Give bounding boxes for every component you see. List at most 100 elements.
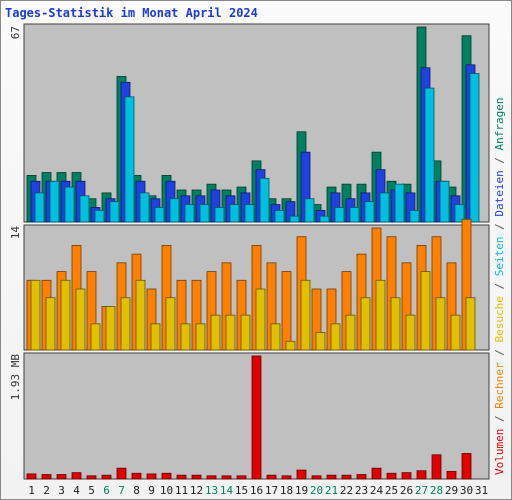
bar-volumen-day-20 — [311, 475, 322, 480]
day-label-1: 1 — [28, 484, 35, 497]
day-label-30: 30 — [460, 484, 473, 497]
bar-seiten-day-5 — [94, 209, 105, 223]
bar-besuche-day-15 — [240, 314, 251, 351]
day-label-21: 21 — [325, 484, 338, 497]
legend-part-3: / — [493, 343, 506, 363]
bar-besuche-day-8 — [135, 279, 146, 351]
legend-part-2: Rechner — [493, 362, 506, 409]
plot-area — [23, 23, 490, 480]
day-label-13: 13 — [205, 484, 218, 497]
y-max-labels: 67 14 1.93 MB — [9, 26, 22, 400]
day-label-11: 11 — [175, 484, 188, 497]
legend-part-5: / — [493, 276, 506, 296]
day-label-14: 14 — [220, 484, 234, 497]
day-label-18: 18 — [280, 484, 293, 497]
x-axis-day-labels: 1 2 3 4 5 6 7 8 9 10 11 12 13 14 15 16 17 18 19 20 21 22 23 24 2… — [28, 484, 488, 497]
bar-besuche-day-12 — [195, 323, 206, 351]
day-label-9: 9 — [148, 484, 155, 497]
bar-seiten-day-26 — [409, 209, 420, 223]
bar-besuche-day-2 — [45, 297, 56, 351]
bar-volumen-day-14 — [221, 475, 232, 480]
bar-besuche-day-21 — [330, 323, 341, 351]
bar-besuche-day-13 — [210, 314, 221, 351]
bar-seiten-day-25 — [394, 183, 405, 223]
bar-seiten-day-10 — [169, 198, 180, 223]
day-label-10: 10 — [160, 484, 173, 497]
bar-volumen-day-17 — [266, 474, 277, 480]
y-max-label-volume: 1.93 MB — [9, 354, 22, 401]
legend-part-6: Seiten — [493, 237, 506, 277]
bar-volumen-day-26 — [401, 472, 412, 480]
bar-besuche-day-20 — [315, 332, 326, 351]
bar-seiten-day-11 — [184, 204, 195, 223]
bar-volumen-day-29 — [446, 470, 457, 480]
day-label-28: 28 — [430, 484, 443, 497]
bar-seiten-day-8 — [139, 192, 150, 223]
bar-volumen-day-3 — [56, 474, 67, 480]
bar-seiten-day-27 — [424, 87, 435, 223]
bar-besuche-day-3 — [60, 279, 71, 351]
bar-besuche-day-6 — [105, 306, 116, 351]
legend-part-8: Dateien — [493, 170, 506, 216]
legend-vertical: Volumen / Rechner / Besuche / Seiten / D… — [493, 97, 506, 475]
day-label-2: 2 — [43, 484, 50, 497]
day-label-31: 31 — [475, 484, 488, 497]
bar-volumen-day-4 — [71, 472, 82, 480]
bar-besuche-day-29 — [450, 314, 461, 351]
bar-seiten-day-17 — [274, 209, 285, 223]
y-max-label-visits: 14 — [9, 226, 22, 240]
bar-besuche-day-28 — [435, 297, 446, 351]
bar-volumen-day-7 — [116, 467, 127, 480]
bar-seiten-day-22 — [349, 207, 360, 223]
bar-seiten-day-13 — [214, 207, 225, 223]
chart-title: Tages-Statistik im Monat April 2024 — [5, 6, 258, 20]
bar-volumen-day-12 — [191, 474, 202, 480]
bar-volumen-day-28 — [431, 454, 442, 480]
bar-seiten-day-4 — [79, 195, 90, 223]
bar-besuche-day-25 — [390, 297, 401, 351]
day-label-15: 15 — [235, 484, 248, 497]
bar-volumen-day-30 — [461, 453, 472, 480]
bar-volumen-day-22 — [341, 474, 352, 480]
bar-seiten-day-18 — [289, 215, 300, 223]
bar-seiten-day-3 — [64, 186, 75, 223]
bar-besuche-day-22 — [345, 314, 356, 351]
bar-volumen-day-1 — [26, 473, 37, 480]
day-label-19: 19 — [295, 484, 308, 497]
bar-volumen-day-19 — [296, 469, 307, 480]
bar-seiten-day-16 — [259, 177, 270, 223]
bar-besuche-day-18 — [285, 340, 296, 351]
bar-seiten-day-30 — [469, 73, 480, 223]
bar-volumen-day-9 — [146, 473, 157, 480]
bar-besuche-day-19 — [300, 279, 311, 351]
day-label-29: 29 — [445, 484, 458, 497]
bar-seiten-day-24 — [379, 192, 390, 223]
bar-besuche-day-1 — [30, 279, 41, 351]
bar-besuche-day-7 — [120, 297, 131, 351]
bar-volumen-day-24 — [371, 467, 382, 480]
day-label-7: 7 — [118, 484, 125, 497]
bar-volumen-day-8 — [131, 472, 142, 480]
bar-volumen-day-11 — [176, 474, 187, 480]
bar-seiten-day-6 — [109, 201, 120, 223]
legend-part-4: Besuche — [493, 296, 506, 342]
bar-besuche-day-30 — [465, 297, 476, 351]
bar-besuche-day-16 — [255, 288, 266, 351]
bar-besuche-day-14 — [225, 314, 236, 351]
day-label-25: 25 — [385, 484, 398, 497]
bar-volumen-day-16 — [251, 355, 262, 480]
bar-seiten-day-23 — [364, 201, 375, 223]
y-max-label-hits: 67 — [9, 26, 22, 39]
bar-volumen-day-21 — [326, 474, 337, 480]
legend-part-10: Anfragen — [493, 97, 506, 150]
day-label-20: 20 — [310, 484, 323, 497]
bar-besuche-day-10 — [165, 297, 176, 351]
day-label-5: 5 — [88, 484, 95, 497]
day-label-23: 23 — [355, 484, 368, 497]
bar-seiten-day-28 — [439, 180, 450, 223]
bar-seiten-day-21 — [334, 207, 345, 223]
bar-volumen-day-10 — [161, 472, 172, 480]
bar-besuche-day-27 — [420, 271, 431, 351]
bar-seiten-day-2 — [49, 180, 60, 223]
